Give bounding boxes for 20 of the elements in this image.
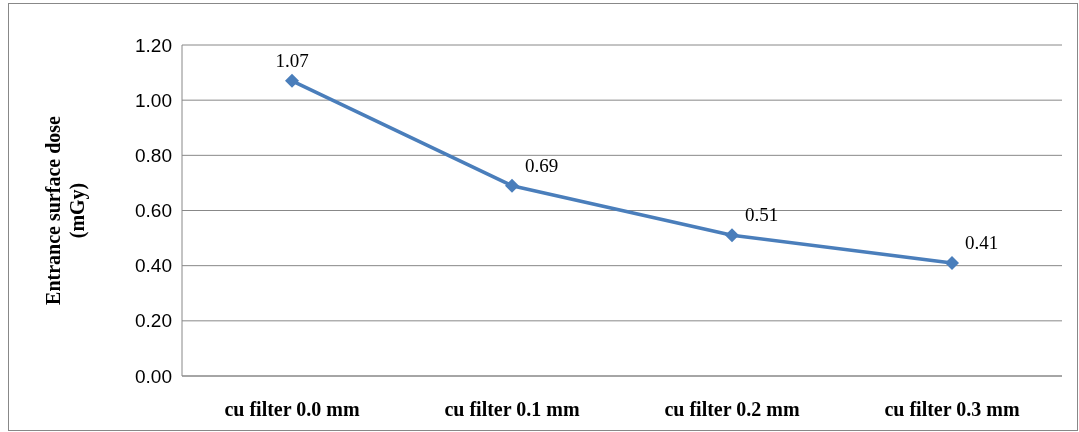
y-tick-label: 1.20	[135, 34, 172, 56]
y-tick-label: 0.40	[135, 255, 172, 277]
y-tick-label: 0.00	[135, 365, 172, 387]
y-tick-label: 0.20	[135, 310, 172, 332]
data-label: 0.69	[525, 154, 559, 176]
point	[725, 228, 739, 243]
y-tick-label: 0.80	[135, 144, 172, 166]
y-tick-label: 0.60	[135, 200, 172, 222]
point	[945, 255, 959, 270]
x-tick-label: cu filter 0.3 mm	[884, 398, 1020, 420]
y-tick-label: 1.00	[135, 89, 172, 111]
data-label: 1.07	[275, 49, 309, 71]
x-tick-label: cu filter 0.1 mm	[444, 398, 580, 420]
x-tick-label: cu filter 0.2 mm	[664, 398, 800, 420]
point	[285, 73, 299, 88]
y-axis-title: Entrance surface dose (mGy)	[42, 115, 89, 305]
data-label: 0.41	[965, 231, 999, 253]
data-label: 0.51	[745, 204, 779, 226]
point	[505, 178, 519, 193]
x-tick-label: cu filter 0.0 mm	[224, 398, 360, 420]
